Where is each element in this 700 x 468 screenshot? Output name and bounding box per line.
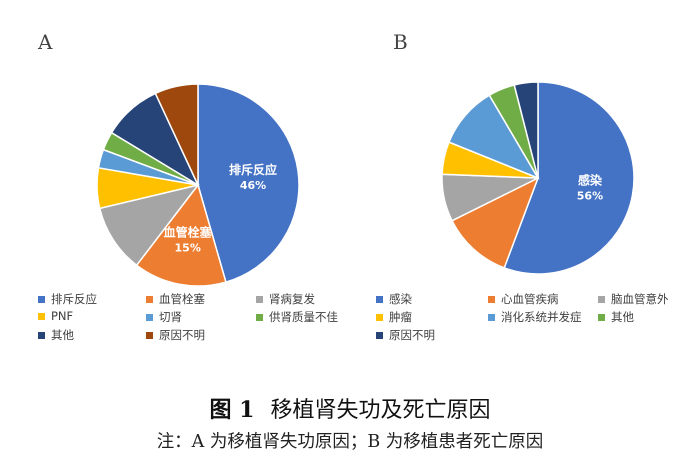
legend-label: 脑血管意外	[611, 292, 669, 306]
legend-b-item-4: 消化系统并发症	[488, 309, 582, 325]
pie-a-data-label-value-1: 15%	[175, 242, 201, 255]
legend-a-item-1: 血管栓塞	[146, 291, 205, 307]
legend-swatch	[488, 313, 495, 321]
legend-label: 消化系统并发症	[501, 310, 582, 324]
legend-a-item-6: 其他	[38, 327, 74, 343]
pie-a-slice-7	[154, 83, 199, 186]
legend-a-item-4: 切肾	[146, 309, 182, 325]
pie-a-data-label-name-0: 排斥反应	[229, 162, 277, 177]
legend-b-item-3: 肿瘤	[376, 309, 412, 325]
legend-label: PNF	[51, 309, 74, 323]
legend-label: 原因不明	[159, 328, 205, 342]
legend-a-item-0: 排斥反应	[38, 291, 97, 307]
legend-label: 排斥反应	[51, 292, 97, 306]
legend-a-item-5: 供肾质量不佳	[256, 309, 338, 325]
pie-chart-b: 感染 56%	[441, 81, 635, 275]
legend-label: 供肾质量不佳	[269, 310, 338, 324]
pie-a-slice-1	[135, 183, 227, 287]
legend-label: 肾病复发	[269, 292, 315, 306]
legend-label: 肿瘤	[389, 310, 412, 324]
pie-b-slice-6	[513, 81, 539, 179]
legend-label: 其他	[611, 310, 634, 324]
legend-swatch	[256, 295, 263, 303]
legend-swatch	[146, 313, 153, 321]
legend-b-item-6: 原因不明	[376, 327, 435, 343]
legend-swatch	[376, 313, 383, 321]
pie-b-slice-1	[451, 176, 540, 269]
legend-swatch	[38, 331, 45, 339]
figure-title: 图 1 移植肾失功及死亡原因	[0, 392, 700, 424]
legend-a: 排斥反应 血管栓塞 肾病复发 PNF 切肾 供肾质量不佳其他 原因不明	[38, 291, 368, 351]
pie-b-data-label-name-0: 感染	[578, 172, 603, 187]
legend-b: 感染 心血管疾病 脑血管意外肿瘤 消化系统并发症 其他原因不明	[376, 291, 696, 351]
pie-a-slice-2	[98, 183, 200, 267]
legend-label: 感染	[389, 292, 412, 306]
figure-number: 图 1	[209, 397, 255, 423]
legend-swatch	[488, 295, 495, 303]
legend-swatch	[376, 295, 383, 303]
pie-b-slice-0	[503, 81, 635, 275]
legend-swatch	[598, 313, 605, 321]
figure-note: 注：A 为移植肾失功原因；B 为移植患者死亡原因	[156, 432, 544, 452]
panel-b-letter: B	[393, 30, 408, 54]
panel-a-letter: A	[38, 30, 53, 54]
legend-b-item-0: 感染	[376, 291, 412, 307]
pie-a-data-label-value-0: 46%	[240, 179, 266, 192]
legend-a-item-3: PNF	[38, 309, 73, 323]
legend-swatch	[38, 295, 45, 303]
pie-a-data-label-name-1: 血管栓塞	[164, 225, 213, 240]
pie-b-data-label-value-0: 56%	[577, 189, 603, 202]
legend-swatch	[598, 295, 605, 303]
legend-a-item-7: 原因不明	[146, 327, 205, 343]
legend-label: 血管栓塞	[159, 292, 205, 306]
legend-swatch	[38, 312, 45, 320]
legend-a-item-2: 肾病复发	[256, 291, 315, 307]
legend-swatch	[376, 331, 383, 339]
legend-swatch	[256, 313, 263, 321]
legend-b-item-2: 脑血管意外	[598, 291, 669, 307]
legend-label: 心血管疾病	[501, 292, 559, 306]
figure-title-text: 移植肾失功及死亡原因	[270, 398, 491, 423]
legend-label: 原因不明	[389, 328, 435, 342]
legend-swatch	[146, 295, 153, 303]
legend-b-item-5: 其他	[598, 309, 634, 325]
pie-chart-a: 排斥反应 46% 血管栓塞 15%	[96, 83, 300, 287]
legend-b-item-1: 心血管疾病	[488, 291, 559, 307]
legend-label: 切肾	[159, 310, 182, 324]
pie-a-slice-0	[197, 83, 300, 283]
legend-label: 其他	[51, 328, 74, 342]
legend-swatch	[146, 331, 153, 339]
